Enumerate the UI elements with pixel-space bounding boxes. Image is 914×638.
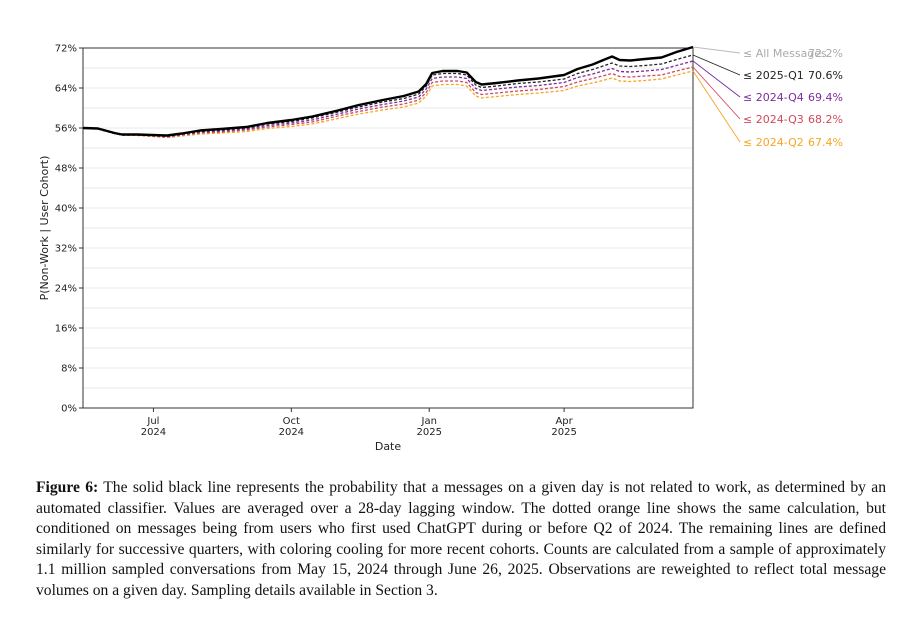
legend-connector: [692, 60, 741, 98]
legend-series-value: 68.2%: [808, 113, 843, 126]
line-chart: 0%8%16%24%32%40%48%56%64%72%Jul2024Oct20…: [38, 44, 843, 454]
legend-series-name: ≤ 2024-Q2: [743, 136, 804, 149]
legend-connector: [692, 54, 741, 76]
y-tick-label: 8%: [61, 364, 77, 375]
y-tick-label: 64%: [55, 84, 77, 95]
figure-caption: Figure 6: The solid black line represent…: [36, 478, 886, 602]
legend-series-name: ≤ 2024-Q4: [743, 91, 804, 104]
y-tick-label: 48%: [55, 164, 77, 175]
legend-series-value: 69.4%: [808, 91, 843, 104]
series-line: [82, 66, 694, 138]
y-tick-label: 72%: [55, 44, 77, 55]
legend-connector: [692, 70, 741, 143]
y-tick-label: 16%: [55, 324, 77, 335]
y-tick-label: 40%: [55, 204, 77, 215]
x-tick-label-month: Apr: [555, 416, 573, 427]
y-tick-label: 32%: [55, 244, 77, 255]
series-line: [82, 54, 694, 137]
x-tick-label-month: Jan: [421, 416, 437, 427]
y-tick-label: 56%: [55, 124, 77, 135]
series-line: [82, 70, 694, 139]
series-line: [82, 45, 694, 137]
x-axis-label: Date: [375, 440, 402, 453]
legend-series-value: 70.6%: [808, 69, 843, 82]
x-tick-label-year: 2025: [551, 427, 576, 438]
y-tick-label: 0%: [61, 404, 77, 415]
x-tick-label-year: 2024: [279, 427, 304, 438]
y-axis-label: P(Non-Work | User Cohort): [38, 156, 51, 301]
legend-series-value: 67.4%: [808, 136, 843, 149]
x-tick-label-month: Jul: [146, 416, 159, 427]
caption-text: The solid black line represents the prob…: [36, 479, 887, 599]
chart-figure: 0% 8% 16% 24% 32% 40% 48% 56% 64% 72% Jul 2024 Oct 20…: [38, 44, 843, 454]
legend-connector: [692, 46, 741, 54]
y-tick-label: 24%: [55, 284, 77, 295]
legend-connector: [692, 66, 741, 120]
legend-series-value: 72.2%: [808, 47, 843, 60]
legend-series-name: ≤ All Messages: [743, 47, 827, 60]
legend-series-name: ≤ 2024-Q3: [743, 113, 804, 126]
legend-series-name: ≤ 2025-Q1: [743, 69, 804, 82]
caption-label: Figure 6:: [36, 479, 99, 496]
x-tick-label-year: 2025: [416, 427, 441, 438]
plot-frame: [82, 47, 694, 409]
x-tick-label-year: 2024: [141, 427, 166, 438]
x-tick-label-month: Oct: [283, 416, 300, 427]
